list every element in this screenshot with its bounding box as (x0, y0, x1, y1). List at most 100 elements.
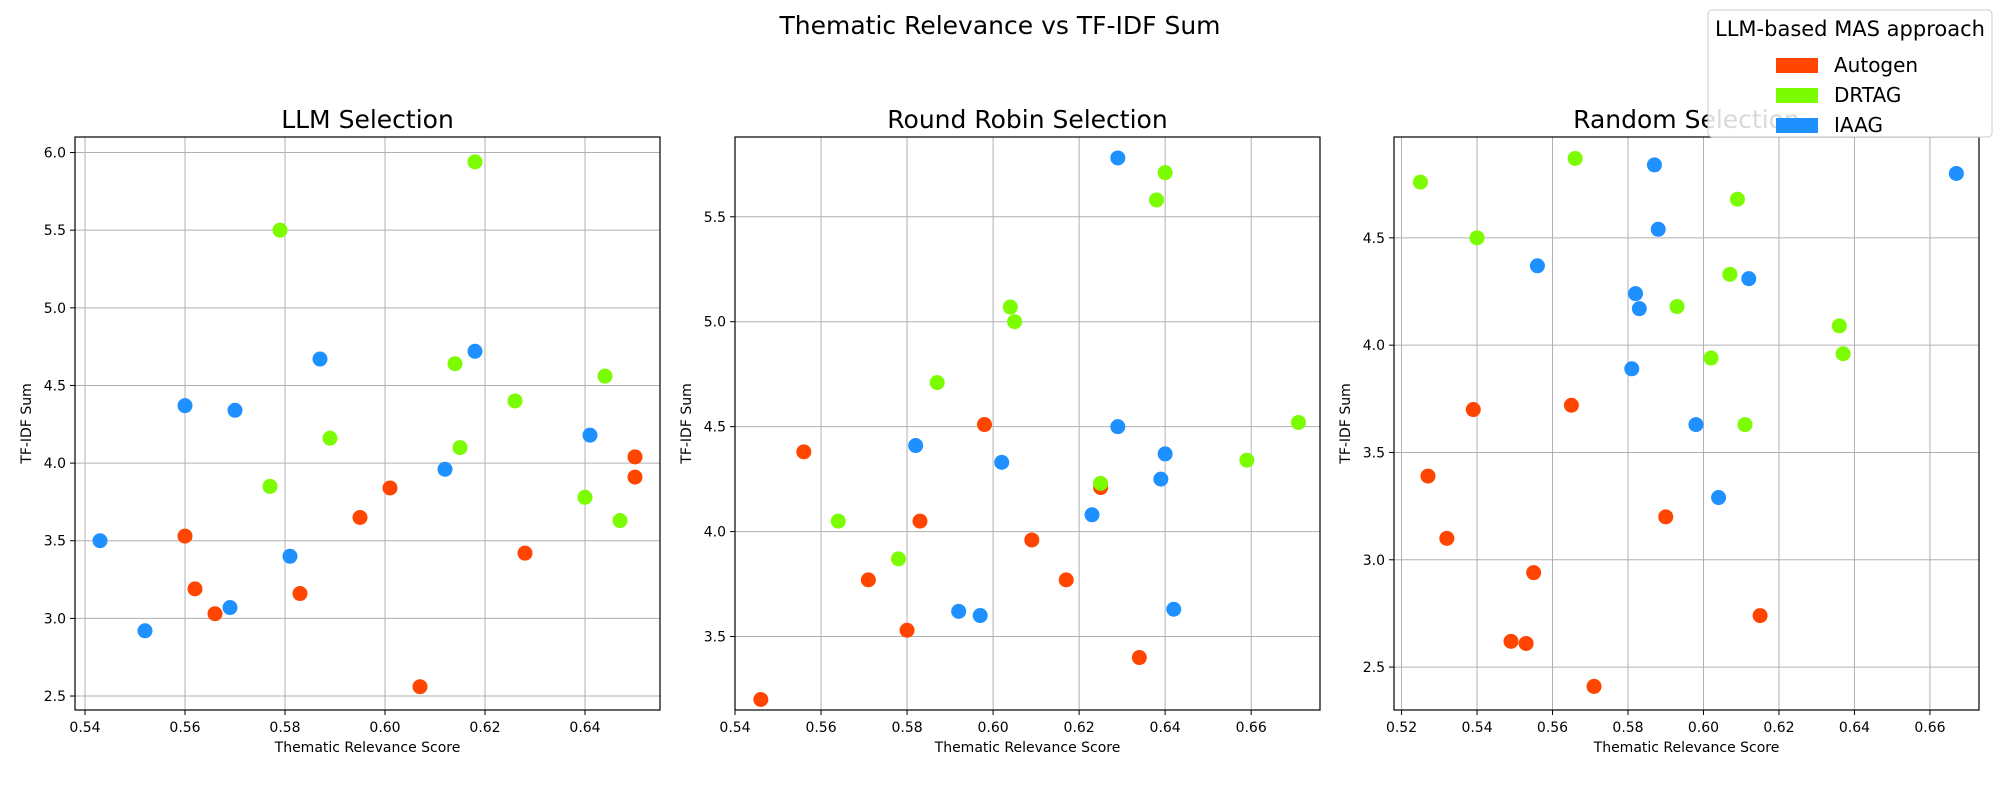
y-tick-label: 4.0 (1363, 338, 1385, 354)
y-tick-label: 3.5 (704, 630, 726, 646)
x-tick-label: 0.64 (1839, 720, 1870, 736)
x-tick-label: 0.56 (1537, 720, 1568, 736)
data-point-autogen (1503, 633, 1519, 649)
data-point-autogen (1518, 635, 1534, 651)
legend-swatch-autogen (1776, 58, 1818, 73)
y-tick-label: 4.0 (44, 456, 66, 472)
chart-panel-3: 0.52 0.54 0.56 0.58 0.60 0.62 0.64 0.66 2.5 3.0 3.… (1338, 105, 1980, 756)
data-point-iaag (1646, 157, 1662, 173)
data-point-drtag (507, 393, 523, 409)
data-point-autogen (382, 480, 398, 496)
y-tick-label: 3.0 (44, 611, 66, 627)
data-point-iaag (1529, 258, 1545, 274)
data-point-autogen (1024, 532, 1040, 548)
legend-label-drtag: DRTAG (1834, 83, 1901, 107)
x-tick-label: 0.62 (469, 720, 500, 736)
data-point-autogen (1058, 572, 1074, 588)
legend: LLM-based MAS approach Autogen DRTAG IAAG (1707, 9, 1993, 138)
legend-label-iaag: IAAG (1834, 113, 1883, 137)
data-point-drtag (1412, 174, 1428, 190)
chart-panel-1: 0.54 0.56 0.58 0.60 0.62 0.64 2.5 3.0 3.5 4.0 4.5 5… (19, 105, 661, 756)
data-point-iaag (1688, 417, 1704, 433)
data-point-autogen (627, 449, 643, 465)
data-point-iaag (1650, 221, 1666, 237)
data-point-iaag (92, 533, 108, 549)
data-point-iaag (1084, 507, 1100, 523)
y-tick-label: 6.0 (44, 146, 66, 162)
data-point-iaag (951, 603, 967, 619)
data-point-drtag (1729, 191, 1745, 207)
legend-frame (1707, 9, 1993, 138)
data-point-autogen (753, 692, 769, 708)
data-point-autogen (796, 444, 812, 460)
data-point-drtag (577, 489, 593, 505)
data-point-autogen (860, 572, 876, 588)
y-tick-label: 4.0 (704, 525, 726, 541)
x-tick-label: 0.54 (1461, 720, 1492, 736)
data-point-autogen (976, 417, 992, 433)
y-tick-label: 5.5 (44, 223, 66, 239)
chart-panels: 0.54 0.56 0.58 0.60 0.62 0.64 2.5 3.0 3.5 4.0 4.5 5… (19, 105, 1980, 756)
data-point-drtag (322, 430, 338, 446)
y-tick-label: 5.5 (704, 210, 726, 226)
data-point-drtag (929, 375, 945, 391)
data-point-drtag (1007, 314, 1023, 330)
data-point-iaag (137, 623, 153, 639)
y-axis-label: TF-IDF Sum (19, 383, 35, 464)
x-tick-label: 0.52 (1386, 720, 1417, 736)
data-point-drtag (1157, 165, 1173, 181)
data-point-drtag (1469, 230, 1485, 246)
data-point-iaag (227, 402, 243, 418)
data-point-autogen (1752, 608, 1768, 624)
data-point-autogen (912, 513, 928, 529)
x-tick-label: 0.66 (1914, 720, 1945, 736)
data-point-autogen (899, 622, 915, 638)
x-tick-label: 0.60 (369, 720, 400, 736)
data-point-iaag (177, 398, 193, 414)
data-point-drtag (612, 513, 628, 529)
data-point-autogen (517, 545, 533, 561)
data-point-autogen (292, 586, 308, 602)
data-point-drtag (1831, 318, 1847, 334)
data-point-iaag (1631, 301, 1647, 317)
data-point-iaag (1110, 150, 1126, 166)
data-point-iaag (1110, 419, 1126, 435)
data-point-iaag (467, 343, 483, 359)
data-point-iaag (1711, 490, 1727, 506)
data-point-drtag (597, 368, 613, 384)
data-point-autogen (627, 469, 643, 485)
data-point-drtag (1002, 299, 1018, 315)
data-point-autogen (1420, 468, 1436, 484)
data-point-iaag (1948, 165, 1964, 181)
data-point-autogen (1465, 402, 1481, 418)
data-point-iaag (1153, 471, 1169, 487)
axes-frame (734, 136, 1321, 711)
x-tick-label: 0.58 (891, 720, 922, 736)
x-tick-label: 0.58 (269, 720, 300, 736)
data-point-iaag (1628, 286, 1644, 302)
figure-title: Thematic Relevance vs TF-IDF Sum (778, 11, 1220, 40)
x-tick-label: 0.60 (978, 720, 1009, 736)
data-point-iaag (312, 351, 328, 367)
data-point-autogen (207, 606, 223, 622)
y-tick-label: 4.5 (44, 378, 66, 394)
y-tick-label: 3.5 (1363, 445, 1385, 461)
y-axis-label: TF-IDF Sum (1338, 383, 1354, 464)
y-axis-label: TF-IDF Sum (679, 383, 695, 464)
data-point-autogen (1658, 509, 1674, 525)
data-point-iaag (1157, 446, 1173, 462)
data-point-iaag (437, 461, 453, 477)
y-tick-label: 2.5 (44, 689, 66, 705)
data-point-drtag (1835, 346, 1851, 362)
data-point-iaag (282, 548, 298, 564)
data-point-autogen (412, 679, 428, 695)
data-point-drtag (272, 222, 288, 238)
x-tick-label: 0.64 (569, 720, 600, 736)
data-point-iaag (582, 427, 598, 443)
x-tick-label: 0.54 (69, 720, 100, 736)
data-point-autogen (1586, 678, 1602, 694)
legend-swatch-drtag (1776, 88, 1818, 103)
x-tick-label: 0.54 (719, 720, 750, 736)
chart-title: LLM Selection (281, 105, 454, 134)
